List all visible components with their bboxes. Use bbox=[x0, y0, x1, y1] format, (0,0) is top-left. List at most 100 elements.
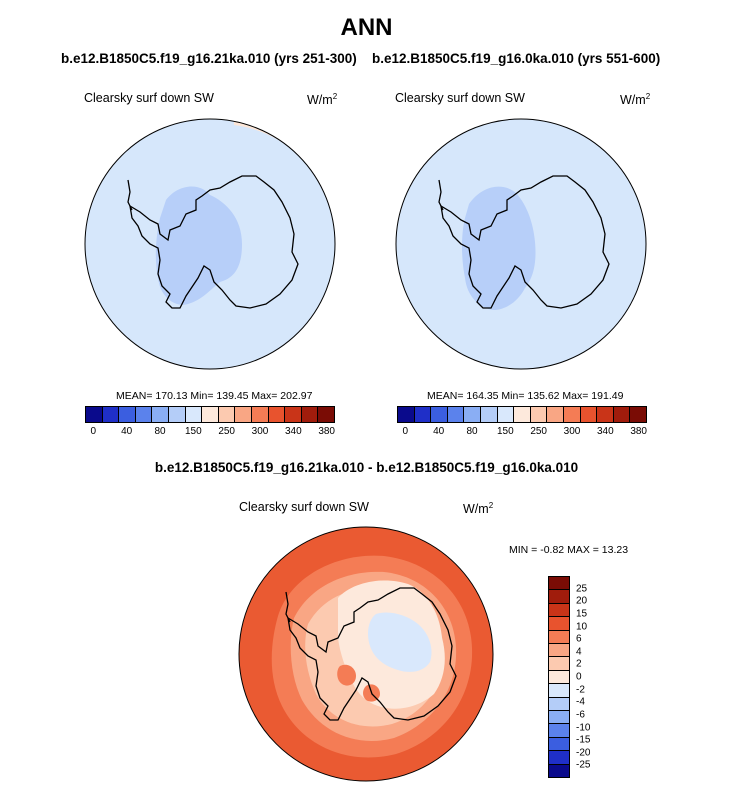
colorbar-swatch bbox=[549, 711, 569, 725]
colorbar-ticks-difference: 25 20 15 10 6 4 2 0 -2 -4 -6 -10 -15 -20 -25 bbox=[576, 576, 606, 778]
stats-left: MEAN= 170.13 Min= 139.45 Max= 202.97 bbox=[116, 390, 313, 402]
colorbar-swatch bbox=[398, 407, 415, 422]
colorbar-left bbox=[85, 406, 335, 423]
variable-label-diff: Clearsky surf down SW bbox=[239, 500, 369, 514]
colorbar-tick-label: -15 bbox=[576, 734, 591, 746]
polar-map-difference bbox=[238, 526, 494, 782]
continent-outline bbox=[440, 175, 610, 309]
polar-map-right bbox=[395, 118, 647, 370]
colorbar-swatch bbox=[464, 407, 481, 422]
colorbar-swatch bbox=[251, 407, 269, 422]
difference-title: b.e12.B1850C5.f19_g16.21ka.010 - b.e12.B… bbox=[154, 460, 579, 475]
colorbar-tick-label: 150 bbox=[184, 426, 202, 437]
colorbar-tick-label: 340 bbox=[284, 426, 302, 437]
colorbar-swatch bbox=[480, 407, 498, 422]
continent-outline bbox=[129, 175, 299, 309]
colorbar-tick-label: 40 bbox=[433, 426, 445, 437]
colorbar-swatch bbox=[514, 407, 531, 422]
colorbar-swatch bbox=[549, 657, 569, 671]
colorbar-swatch bbox=[497, 407, 515, 422]
continent-outline bbox=[287, 587, 457, 721]
colorbar-swatch bbox=[613, 407, 631, 422]
colorbar-tick-label: 80 bbox=[466, 426, 478, 437]
colorbar-swatch bbox=[580, 407, 598, 422]
colorbar-tick-label: 15 bbox=[576, 608, 588, 620]
colorbar-swatch bbox=[549, 617, 569, 631]
colorbar-swatch bbox=[447, 407, 465, 422]
colorbar-tick-label: -2 bbox=[576, 684, 585, 696]
colorbar-swatch bbox=[431, 407, 448, 422]
colorbar-swatch bbox=[549, 737, 569, 752]
low-sw-region bbox=[462, 186, 536, 310]
colorbar-swatch bbox=[119, 407, 136, 422]
colorbar-swatch bbox=[549, 630, 569, 645]
diff-hot-spot bbox=[337, 664, 356, 686]
colorbar-tick-label: -25 bbox=[576, 759, 591, 771]
colorbar-swatch bbox=[549, 577, 569, 591]
colorbar-swatch bbox=[549, 684, 569, 698]
colorbar-ticks-right: 0 40 80 150 250 300 340 380 bbox=[397, 426, 647, 440]
polar-map-left bbox=[84, 118, 336, 370]
colorbar-swatch bbox=[530, 407, 548, 422]
low-sw-region bbox=[155, 186, 242, 305]
colorbar-tick-label: 0 bbox=[90, 426, 97, 437]
colorbar-swatch bbox=[318, 407, 334, 422]
colorbar-swatch bbox=[597, 407, 614, 422]
diff-negative-patch bbox=[368, 612, 432, 672]
colorbar-tick-label: 40 bbox=[121, 426, 133, 437]
colorbar-swatch bbox=[185, 407, 203, 422]
variable-label-right: Clearsky surf down SW bbox=[395, 91, 525, 105]
peninsula-outline bbox=[285, 591, 291, 623]
colorbar-tick-label: 0 bbox=[402, 426, 409, 437]
colorbar-tick-label: 380 bbox=[318, 426, 335, 437]
colorbar-tick-label: 0 bbox=[576, 671, 582, 683]
colorbar-swatch bbox=[549, 764, 569, 778]
colorbar-swatch bbox=[549, 603, 569, 618]
colorbar-swatch bbox=[547, 407, 564, 422]
peninsula-outline bbox=[127, 179, 133, 211]
colorbar-tick-label: 4 bbox=[576, 646, 582, 658]
colorbar-tick-label: 2 bbox=[576, 658, 582, 670]
colorbar-swatch bbox=[135, 407, 153, 422]
case-title-left: b.e12.B1850C5.f19_g16.21ka.010 (yrs 251-… bbox=[61, 51, 357, 66]
colorbar-difference bbox=[548, 576, 570, 778]
colorbar-swatch bbox=[235, 407, 252, 422]
colorbar-swatch bbox=[152, 407, 169, 422]
case-title-right: b.e12.B1850C5.f19_g16.0ka.010 (yrs 551-6… bbox=[372, 51, 661, 66]
units-label-left: W/m2 bbox=[307, 92, 338, 107]
colorbar-swatch bbox=[218, 407, 236, 422]
colorbar-swatch bbox=[563, 407, 581, 422]
colorbar-tick-label: 150 bbox=[496, 426, 514, 437]
colorbar-tick-label: -20 bbox=[576, 747, 591, 759]
units-label-right: W/m2 bbox=[620, 92, 651, 107]
colorbar-swatch bbox=[549, 590, 569, 604]
colorbar-tick-label: 25 bbox=[576, 583, 588, 595]
colorbar-swatch bbox=[414, 407, 432, 422]
colorbar-swatch bbox=[102, 407, 120, 422]
colorbar-swatch bbox=[549, 670, 569, 685]
colorbar-swatch bbox=[168, 407, 186, 422]
variable-label-left: Clearsky surf down SW bbox=[84, 91, 214, 105]
colorbar-swatch bbox=[549, 644, 569, 658]
colorbar-tick-label: 20 bbox=[576, 595, 588, 607]
colorbar-swatch bbox=[630, 407, 646, 422]
main-title: ANN bbox=[340, 14, 393, 41]
colorbar-tick-label: 80 bbox=[154, 426, 166, 437]
colorbar-tick-label: 250 bbox=[218, 426, 235, 437]
colorbar-swatch bbox=[285, 407, 302, 422]
colorbar-tick-label: 10 bbox=[576, 621, 588, 632]
colorbar-tick-label: 250 bbox=[530, 426, 547, 437]
peninsula-outline bbox=[438, 179, 444, 211]
colorbar-tick-label: 380 bbox=[630, 426, 647, 437]
colorbar-tick-label: 340 bbox=[596, 426, 614, 437]
colorbar-ticks-left: 0 40 80 150 250 300 340 380 bbox=[85, 426, 335, 440]
colorbar-tick-label: 6 bbox=[576, 633, 582, 645]
units-label-diff: W/m2 bbox=[463, 501, 494, 516]
colorbar-right bbox=[397, 406, 647, 423]
colorbar-swatch bbox=[549, 697, 569, 712]
colorbar-tick-label: -6 bbox=[576, 709, 585, 721]
colorbar-swatch bbox=[549, 724, 569, 738]
colorbar-tick-label: 300 bbox=[251, 426, 269, 437]
stats-right: MEAN= 164.35 Min= 135.62 Max= 191.49 bbox=[427, 390, 624, 402]
colorbar-tick-label: -4 bbox=[576, 696, 585, 708]
